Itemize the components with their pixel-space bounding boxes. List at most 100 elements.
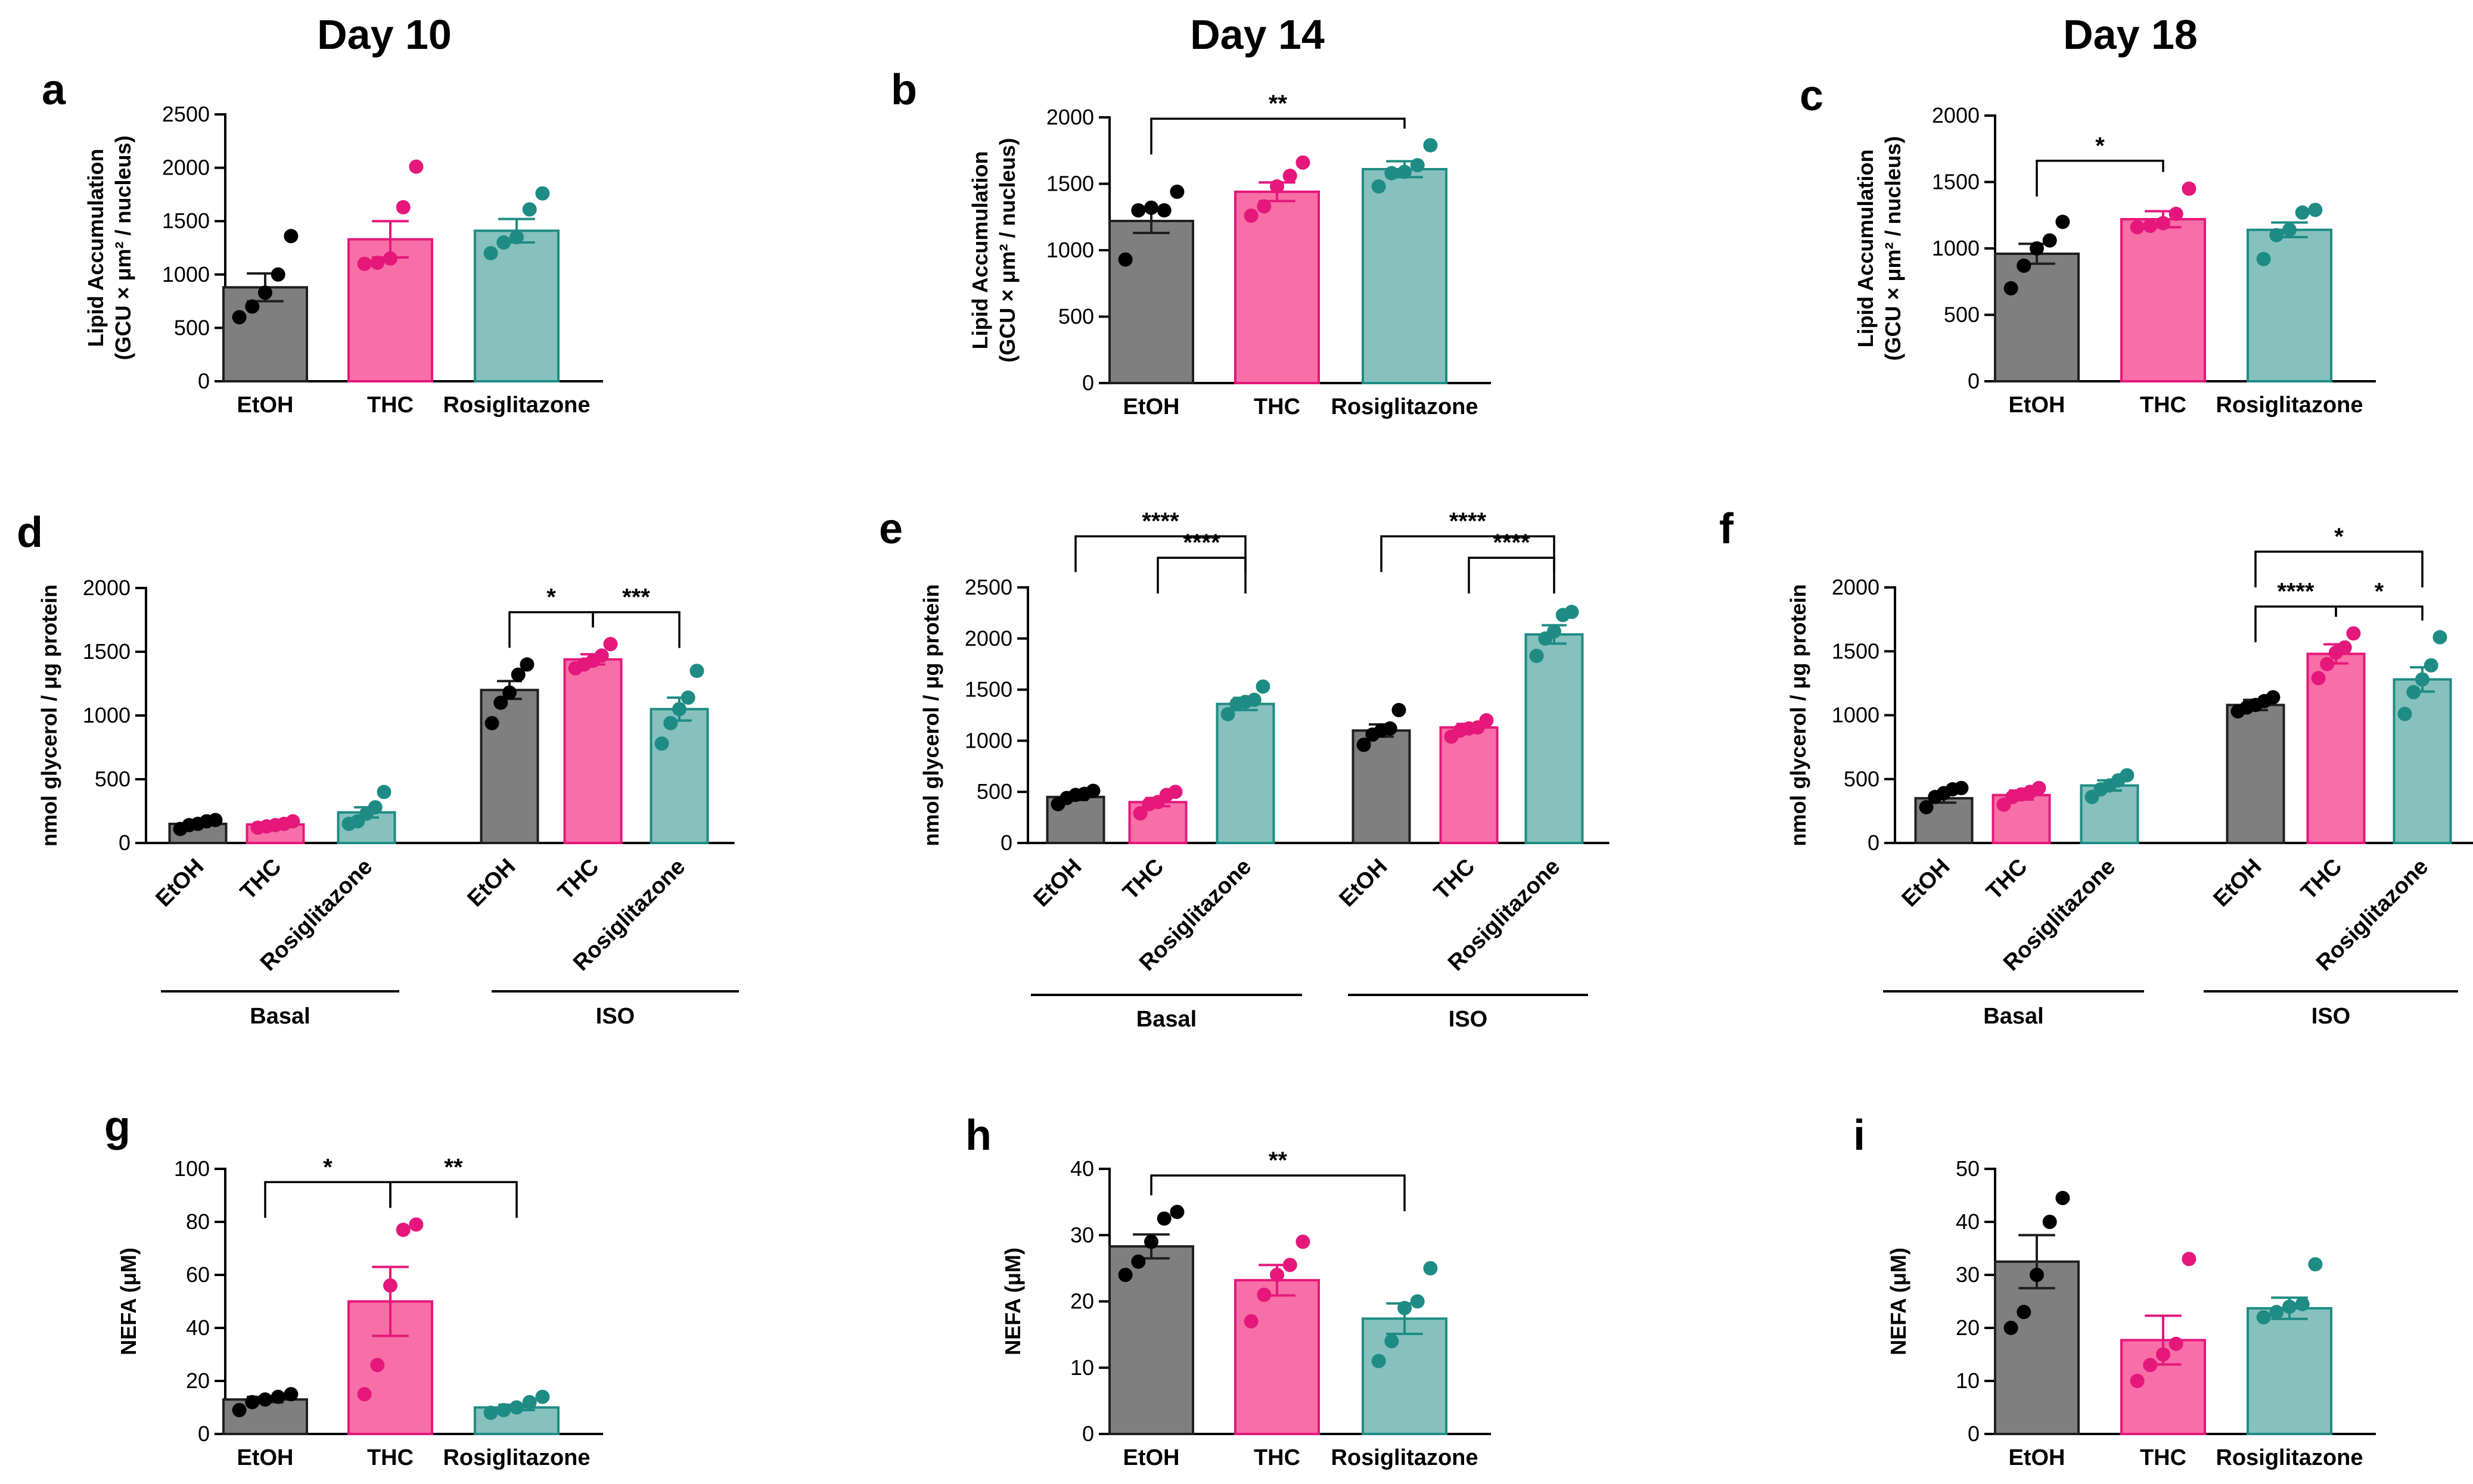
group-label-iso: ISO	[2312, 1004, 2350, 1029]
panel-letter-i: i	[1853, 1112, 1865, 1159]
y-axis-label: nmol glycerol / μg protein	[1786, 584, 1810, 846]
panel-letter-e: e	[879, 505, 903, 553]
day-title-14: Day 14	[1190, 11, 1325, 58]
data-point	[2003, 281, 2018, 295]
data-point	[1382, 721, 1397, 736]
data-point	[2406, 685, 2421, 699]
data-point	[1423, 138, 1438, 153]
data-point	[2182, 1252, 2197, 1267]
group-label-basal: Basal	[1136, 1007, 1197, 1032]
data-point	[1397, 1301, 1412, 1315]
y-tick-label: 500	[977, 779, 1012, 804]
data-point	[2130, 1374, 2145, 1388]
data-point	[396, 200, 411, 214]
y-tick-label: 20	[1956, 1315, 1980, 1340]
data-point	[535, 186, 550, 201]
y-tick-label: 2000	[1932, 103, 1980, 127]
data-point	[383, 251, 397, 266]
group-label-basal: Basal	[250, 1004, 310, 1029]
significance-bracket	[2254, 605, 2337, 643]
y-tick-label: 100	[174, 1156, 210, 1181]
y-tick-label: 2000	[1046, 105, 1094, 129]
significance-label: ****	[1183, 530, 1220, 556]
y-tick-label: 0	[1001, 830, 1012, 855]
data-point	[1954, 780, 1969, 795]
data-point	[509, 1400, 524, 1415]
data-point	[1257, 1287, 1272, 1302]
significance-bracket	[2254, 550, 2424, 587]
y-tick-label: 20	[1070, 1289, 1094, 1314]
data-point	[409, 159, 424, 174]
y-axis-label: NEFA (μM)	[1886, 1247, 1910, 1355]
y-tick-label: 60	[186, 1262, 210, 1287]
data-point	[1397, 164, 1412, 179]
data-point	[1295, 1234, 1310, 1249]
significance-label: ****	[2277, 578, 2314, 605]
data-point	[522, 202, 537, 217]
significance-label: **	[1269, 91, 1288, 117]
bar-i-2	[2247, 1307, 2332, 1436]
data-point	[396, 1222, 411, 1237]
data-point	[535, 1389, 550, 1404]
data-point	[2130, 220, 2145, 235]
data-point	[1118, 252, 1133, 267]
significance-bracket	[1157, 556, 1247, 594]
data-point	[357, 256, 372, 271]
data-point	[232, 1402, 247, 1417]
significance-bracket	[2335, 605, 2424, 621]
data-point	[1086, 783, 1101, 798]
y-axis-label: NEFA (μM)	[116, 1247, 141, 1355]
category-label: THC	[367, 1445, 414, 1470]
data-point	[2017, 258, 2031, 273]
y-tick-label: 2000	[965, 626, 1012, 651]
y-tick-label: 500	[1058, 304, 1094, 329]
data-point	[672, 702, 686, 717]
data-point	[2120, 768, 2135, 783]
data-point	[2415, 672, 2429, 687]
data-point	[1410, 1294, 1425, 1309]
data-point	[284, 1387, 299, 1402]
data-point	[496, 1402, 511, 1417]
data-point	[2168, 207, 2183, 222]
data-point	[2030, 1268, 2044, 1282]
category-label: EtOH	[237, 1445, 294, 1470]
data-point	[1170, 184, 1185, 199]
y-tick-label: 30	[1956, 1262, 1980, 1287]
data-point	[1247, 692, 1262, 707]
bar-d-5	[650, 708, 709, 845]
day-title-18: Day 18	[2063, 11, 2198, 58]
data-point	[603, 637, 618, 652]
data-point	[377, 785, 392, 799]
y-tick-label: 10	[1956, 1368, 1980, 1393]
bar-d-4	[563, 658, 623, 844]
bar-c-2	[2247, 228, 2332, 382]
category-label: Rosiglitazone	[443, 393, 590, 418]
data-point	[2295, 1296, 2310, 1311]
data-point	[1144, 200, 1158, 215]
y-tick-label: 40	[186, 1315, 210, 1340]
panel-letter-h: h	[965, 1112, 992, 1159]
data-point	[509, 230, 524, 245]
data-point	[2295, 205, 2310, 220]
category-label: EtOH	[1029, 854, 1086, 912]
category-label: EtOH	[151, 854, 209, 912]
bar-b-1	[1234, 190, 1320, 384]
data-point	[2055, 1190, 2070, 1205]
data-point	[1410, 158, 1425, 173]
data-point	[258, 285, 272, 300]
data-point	[271, 267, 285, 282]
data-point	[245, 1395, 260, 1410]
panel-letter-g: g	[104, 1103, 131, 1150]
category-label: Rosiglitazone	[2216, 1445, 2363, 1470]
y-tick-label: 500	[1944, 303, 1980, 327]
category-label: EtOH	[2009, 1445, 2065, 1470]
data-point	[1919, 799, 1934, 814]
data-point	[1423, 1261, 1438, 1275]
y-axis-label: Lipid Accumulation	[968, 151, 992, 350]
data-point	[483, 1405, 498, 1420]
data-point	[2346, 626, 2361, 641]
data-point	[1371, 1354, 1386, 1368]
y-tick-label: 1500	[83, 639, 131, 664]
bar-b-0	[1108, 219, 1194, 384]
